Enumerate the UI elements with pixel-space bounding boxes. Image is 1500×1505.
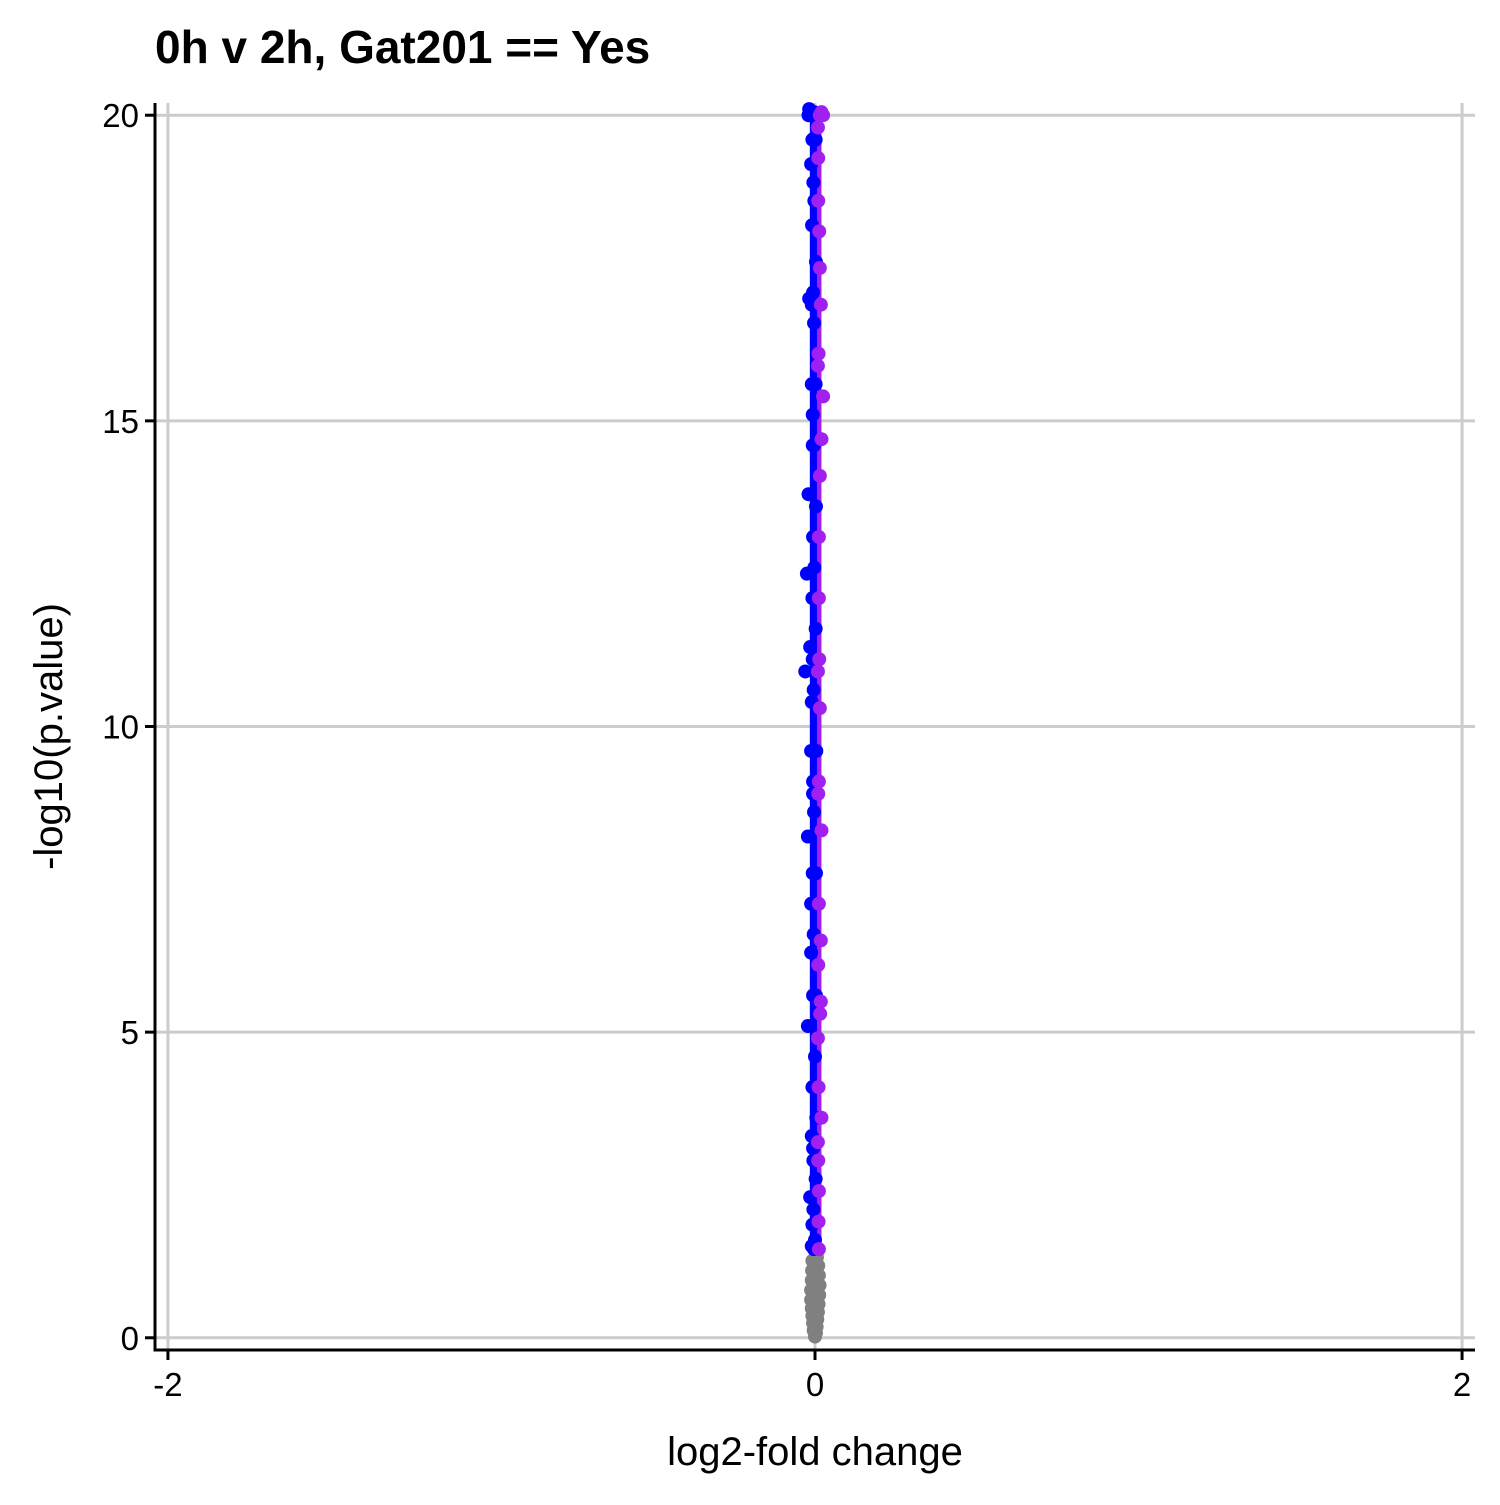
up-point bbox=[810, 664, 825, 679]
x-tick-label: 0 bbox=[806, 1366, 824, 1403]
down-point bbox=[808, 1049, 822, 1064]
down-point bbox=[807, 805, 822, 820]
down-point bbox=[806, 285, 821, 300]
down-point bbox=[808, 132, 823, 147]
up-point bbox=[811, 1242, 826, 1257]
up-point bbox=[811, 591, 826, 606]
up-point bbox=[811, 346, 826, 361]
y-tick-label: 20 bbox=[102, 97, 139, 134]
up-point bbox=[810, 1135, 825, 1150]
up-point bbox=[813, 1006, 828, 1021]
up-point bbox=[813, 297, 828, 312]
up-point bbox=[814, 432, 829, 447]
down-point bbox=[801, 487, 816, 502]
x-tick-label: 2 bbox=[1453, 1366, 1471, 1403]
down-point bbox=[805, 866, 820, 881]
up-point bbox=[814, 823, 829, 838]
up-point bbox=[810, 1031, 825, 1046]
down-point bbox=[808, 1171, 823, 1186]
y-tick-label: 0 bbox=[121, 1320, 139, 1357]
x-axis-label: log2-fold change bbox=[667, 1430, 963, 1474]
down-point bbox=[806, 682, 821, 697]
up-point bbox=[811, 1214, 826, 1229]
down-point bbox=[798, 664, 813, 679]
data-points bbox=[798, 102, 831, 1344]
down-point bbox=[807, 560, 822, 575]
down-point bbox=[800, 829, 815, 844]
y-tick-label: 5 bbox=[121, 1014, 139, 1051]
x-tick-label: -2 bbox=[153, 1366, 182, 1403]
chart-title: 0h v 2h, Gat201 == Yes bbox=[155, 21, 651, 73]
up-point bbox=[811, 530, 826, 545]
down-point bbox=[808, 621, 823, 636]
axes bbox=[145, 103, 1475, 1360]
up-point bbox=[813, 994, 828, 1009]
up-regulated-band bbox=[815, 115, 822, 1253]
up-point bbox=[811, 151, 826, 166]
down-point bbox=[800, 1019, 815, 1034]
up-point bbox=[810, 120, 825, 135]
down-point bbox=[806, 1202, 821, 1217]
down-point bbox=[806, 175, 821, 190]
down-point bbox=[807, 316, 822, 331]
y-tick-label: 15 bbox=[102, 403, 139, 440]
up-point bbox=[811, 1184, 826, 1199]
down-point bbox=[808, 499, 823, 514]
tick-labels: 0 5 10 15 20 -2 0 2 bbox=[102, 97, 1471, 1403]
down-point bbox=[805, 407, 820, 422]
up-point bbox=[811, 957, 826, 972]
up-point bbox=[814, 1110, 829, 1125]
down-point bbox=[804, 945, 819, 960]
up-point bbox=[810, 358, 825, 373]
up-point bbox=[811, 1080, 826, 1095]
up-point bbox=[812, 468, 827, 483]
up-point bbox=[813, 933, 828, 948]
up-point bbox=[812, 108, 827, 123]
up-point bbox=[812, 701, 827, 716]
up-point bbox=[811, 896, 826, 911]
up-point bbox=[812, 652, 827, 667]
up-point bbox=[811, 774, 826, 789]
up-point bbox=[812, 224, 827, 239]
up-point bbox=[811, 193, 826, 208]
y-tick-label: 10 bbox=[102, 709, 139, 746]
up-point bbox=[811, 786, 826, 801]
down-point bbox=[803, 640, 818, 655]
up-point bbox=[812, 261, 827, 276]
down-point bbox=[809, 743, 824, 758]
up-point bbox=[816, 389, 831, 404]
down-point bbox=[808, 377, 823, 392]
up-point bbox=[811, 1153, 826, 1168]
y-axis-label: -log10(p.value) bbox=[27, 603, 71, 870]
